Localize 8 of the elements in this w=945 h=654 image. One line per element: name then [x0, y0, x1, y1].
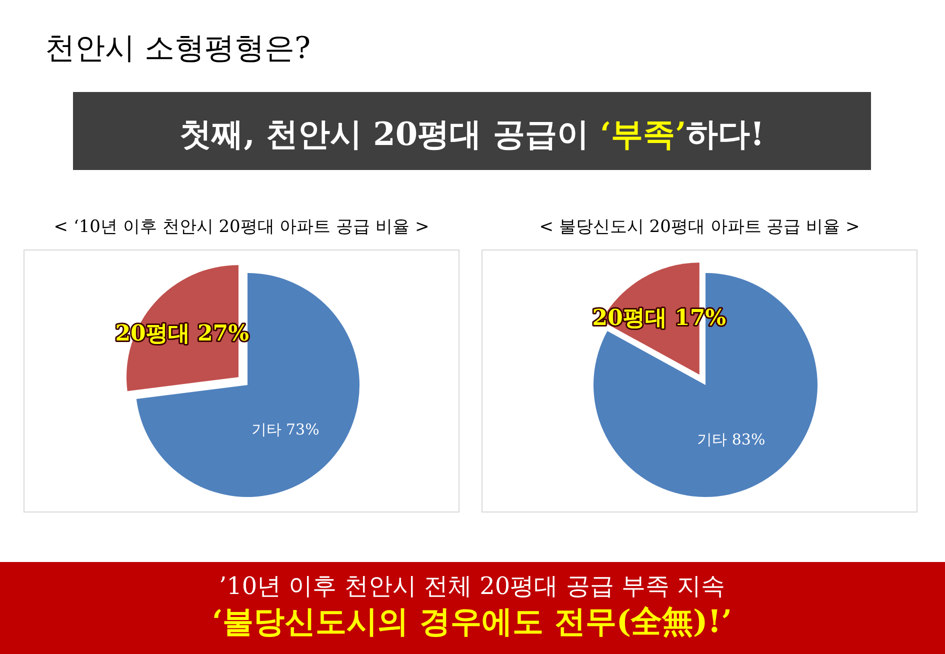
slice-label: 기타 73% [251, 420, 320, 438]
slice-label: 기타 83% [697, 430, 766, 448]
text: 천안시 소형평형은? [45, 31, 311, 66]
chart-title: < 불당신도시 20평대 아파트 공급 비율 > [539, 217, 860, 237]
text: ’10년 이후 천안시 전체 20평대 공급 부족 지속 [218, 572, 726, 600]
text: ‘불당신도시의 경우에도 전무(全無)!’ [212, 604, 732, 640]
chart-title: < ‘10년 이후 천안시 20평대 아파트 공급 비율 > [54, 217, 430, 237]
text: 첫째, 천안시 20평대 공급이 ‘부족’하다! [180, 115, 764, 153]
